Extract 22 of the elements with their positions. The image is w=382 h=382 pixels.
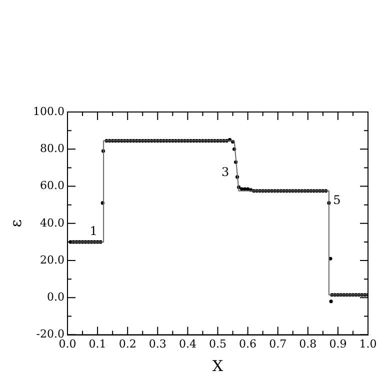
y-tick-label: 0.0 [46,290,64,304]
x-tick-label: 0.1 [88,337,106,350]
x-axis-title: X [212,356,224,375]
y-tick-label: 100.0 [32,104,64,118]
annotation: 1 [90,224,98,238]
x-tick-label: 0.0 [58,337,76,350]
y-axis-title: ε [6,219,25,228]
y-tick-label: 80.0 [40,142,64,155]
y-tick-label: 40.0 [40,216,64,230]
x-tick-label: 0.4 [178,337,196,350]
annotation: 3 [221,165,230,180]
x-tick-label: 0.5 [208,337,226,350]
x-tick-label: 0.7 [269,337,287,350]
annotation: 5 [333,193,341,208]
y-tick-label: 60.0 [40,179,64,192]
x-tick-label: 0.8 [299,337,317,350]
x-tick-label: 0.3 [148,337,166,350]
y-tick-label: 20.0 [40,253,64,266]
x-tick-label: 1.0 [359,337,377,350]
x-tick-label: 0.2 [118,337,136,350]
x-tick-label: 0.9 [329,337,347,350]
x-tick-label: 0.6 [239,337,257,350]
